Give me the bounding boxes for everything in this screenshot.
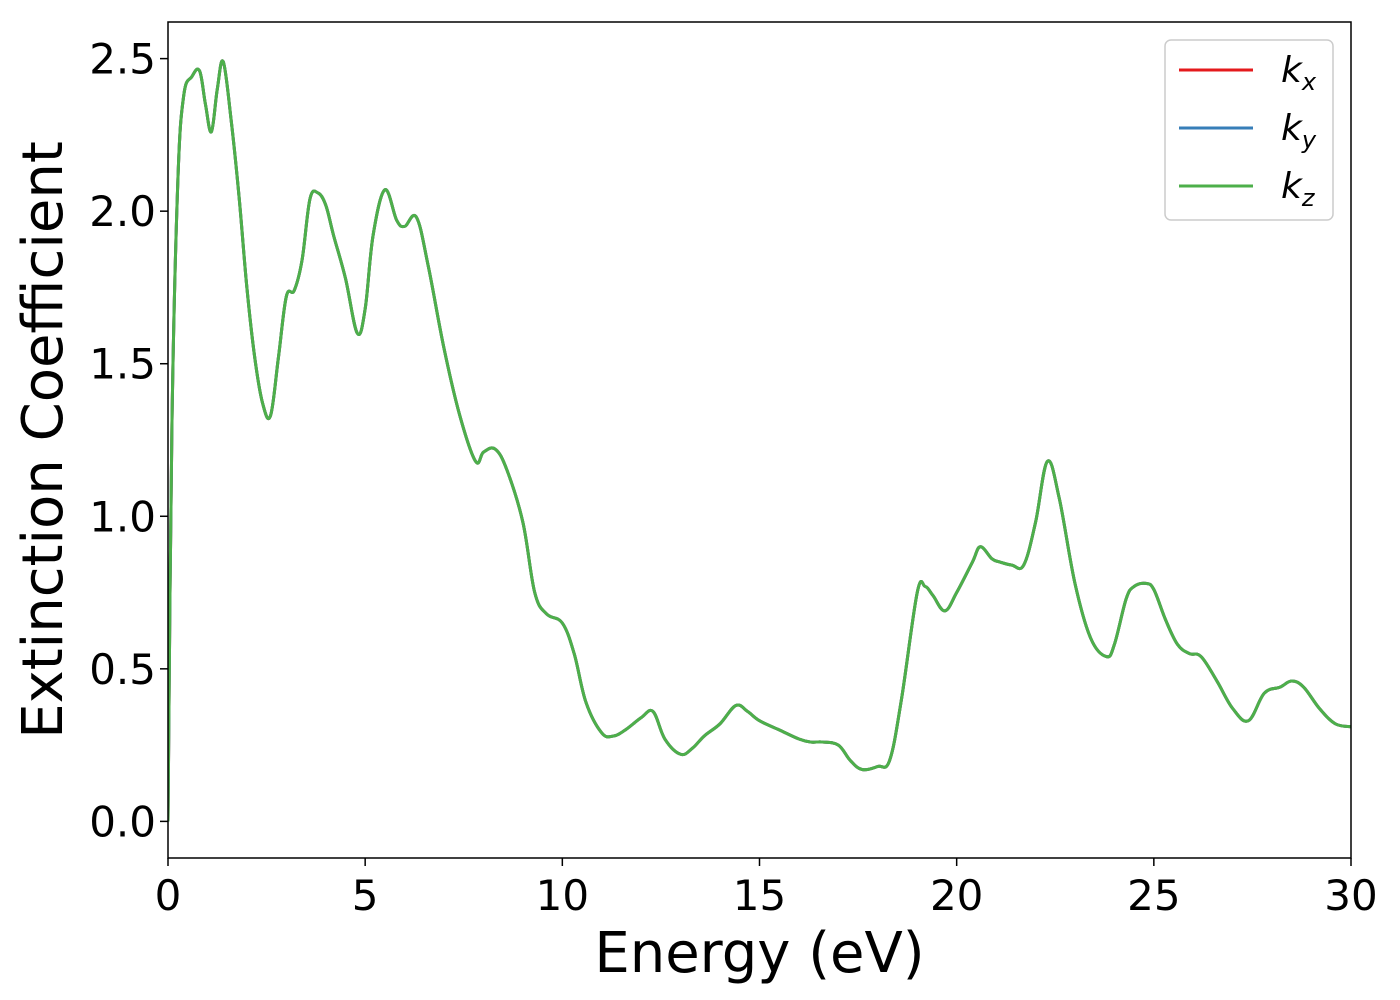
x-axis-title: Energy (eV) — [594, 921, 924, 986]
series-layer — [168, 59, 1351, 822]
legend-label: ky — [1281, 108, 1317, 154]
plot-background — [168, 22, 1351, 858]
y-axis-ticks: 0.0 0.5 1.0 1.5 2.0 2.5 — [89, 35, 168, 846]
legend-label: kz — [1281, 166, 1316, 212]
y-tick-label: 2.0 — [89, 187, 156, 236]
legend-label-base: k — [1281, 50, 1304, 91]
legend-label-sub: x — [1301, 68, 1317, 96]
plot-area — [167, 21, 1352, 859]
x-tick-label: 30 — [1324, 871, 1377, 920]
x-tick-label: 20 — [930, 871, 983, 920]
x-axis-ticks: 0 5 10 15 20 25 30 — [155, 858, 1378, 920]
x-tick-label: 25 — [1127, 871, 1180, 920]
x-tick-label: 5 — [352, 871, 379, 920]
legend-label-base: k — [1281, 108, 1304, 149]
y-tick-label: 1.0 — [89, 492, 156, 541]
y-tick-label: 0.5 — [89, 645, 156, 694]
x-tick-label: 15 — [733, 871, 786, 920]
legend-label-base: k — [1281, 166, 1304, 207]
y-tick-label: 1.5 — [89, 340, 156, 389]
y-axis-title: Extinction Coefficient — [11, 141, 76, 739]
legend-label-sub: z — [1301, 184, 1316, 212]
legend-label: kx — [1281, 50, 1317, 96]
series-line-k-z — [168, 59, 1351, 822]
x-tick-label: 10 — [536, 871, 589, 920]
legend-label-sub: y — [1301, 126, 1317, 154]
x-tick-label: 0 — [155, 871, 182, 920]
legend-box — [1164, 39, 1334, 221]
y-tick-label: 0.0 — [89, 797, 156, 846]
y-tick-label: 2.5 — [89, 35, 156, 84]
